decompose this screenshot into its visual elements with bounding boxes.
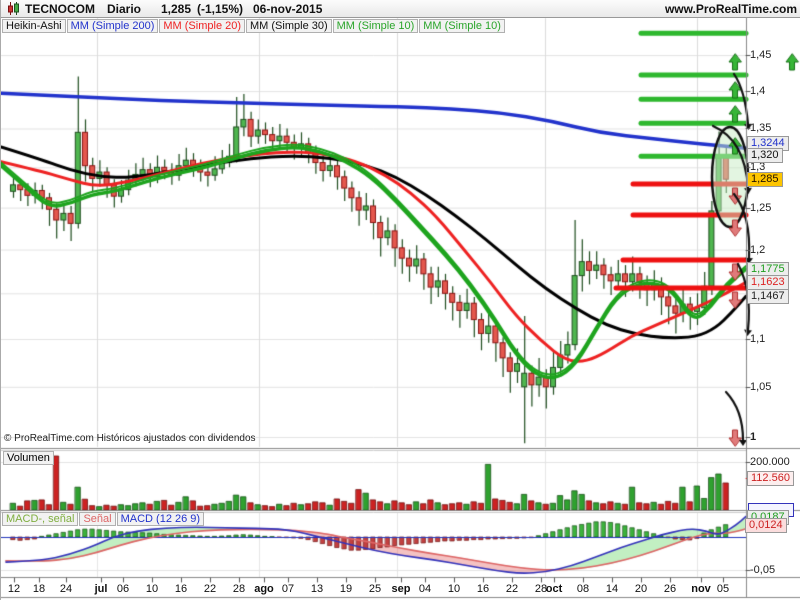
symbol-name: TECNOCOM <box>25 2 95 16</box>
title-bar: TECNOCOM Diario 1,285 (-1,15%) 06-nov-20… <box>1 0 800 18</box>
time-axis-label: 19 <box>339 583 353 595</box>
time-axis-label: 10 <box>145 583 159 595</box>
time-axis-label: 13 <box>310 583 324 595</box>
volume-axis-label: 200.000 <box>750 456 790 468</box>
price-axis-label: 1,4 <box>750 85 766 97</box>
time-axis-label: 16 <box>476 583 490 595</box>
price-axis-label: 1,2 <box>750 244 766 256</box>
price-axis-label: 1,05 <box>750 381 772 393</box>
macd-axis-label: -0,05 <box>750 564 776 576</box>
time-axis-label: 05 <box>716 583 730 595</box>
legend-item-5[interactable]: MM (Simple 10) <box>419 19 505 33</box>
copyright-note: © ProRealTime.com Históricos ajustados c… <box>4 433 256 444</box>
time-axis-label: oct <box>545 583 563 595</box>
time-axis-label: 12 <box>7 583 21 595</box>
legend-item-0[interactable]: Heikin-Ashi <box>2 19 66 33</box>
price-axis-label: 1,35 <box>750 122 772 134</box>
time-axis-label: 28 <box>232 583 246 595</box>
time-axis-label: 22 <box>505 583 519 595</box>
legend-item-1[interactable]: MM (Simple 200) <box>66 19 159 33</box>
time-axis-label: 06 <box>116 583 130 595</box>
time-axis-label: 18 <box>32 583 46 595</box>
price-axis-label: 1,45 <box>750 49 772 61</box>
price-axis-value-box: 1,320 <box>747 148 783 163</box>
time-axis-label: 20 <box>634 583 648 595</box>
macd-legend-item-0[interactable]: MACD-, señal <box>2 512 79 526</box>
price-axis-label: 1,3 <box>750 161 766 173</box>
time-axis-label: 14 <box>605 583 619 595</box>
candlestick-icon <box>7 2 21 18</box>
time-axis-label: 07 <box>281 583 295 595</box>
macd-legend-item-2[interactable]: MACD (12 26 9) <box>116 512 205 526</box>
price-change: (-1,15%) <box>197 2 244 16</box>
timeframe[interactable]: Diario <box>107 2 142 16</box>
volume-last-value-box: 112.560 <box>747 471 794 486</box>
last-date: 06-nov-2015 <box>253 2 323 16</box>
macd-legend: MACD-, señal Señal MACD (12 26 9) <box>2 512 205 526</box>
time-axis-label: ago <box>254 583 274 595</box>
time-axis-label: 04 <box>418 583 432 595</box>
prorealtime-url[interactable]: www.ProRealTime.com <box>664 2 797 16</box>
time-axis-label: 28 <box>534 583 548 595</box>
price-axis-label: 1 <box>750 431 757 443</box>
macd-legend-item-1[interactable]: Señal <box>79 512 116 526</box>
price-axis-value-box: 1,1467 <box>747 289 789 304</box>
time-axis-label: 08 <box>576 583 590 595</box>
last-price: 1,285 <box>161 2 192 16</box>
time-axis-label: jul <box>94 583 108 595</box>
legend-item-3[interactable]: MM (Simple 30) <box>246 19 332 33</box>
price-axis-label: 1,25 <box>750 202 772 214</box>
macd-signal-value-box: 0,0124 <box>745 518 787 533</box>
price-axis-value-box: 1,1623 <box>747 275 789 290</box>
time-axis-label: 16 <box>174 583 188 595</box>
time-axis-label: 10 <box>447 583 461 595</box>
time-axis-label: 22 <box>203 583 217 595</box>
time-axis-label: 25 <box>368 583 382 595</box>
time-axis-label: 24 <box>59 583 73 595</box>
time-axis-label: 26 <box>663 583 677 595</box>
main-indicator-legend: Heikin-Ashi MM (Simple 200) MM (Simple 20)… <box>2 19 506 33</box>
time-axis-label: sep <box>391 583 411 595</box>
price-axis-value-box: 1,285 <box>747 172 783 187</box>
volume-legend[interactable]: Volumen <box>3 451 54 465</box>
legend-item-2[interactable]: MM (Simple 20) <box>159 19 246 33</box>
legend-item-4[interactable]: MM (Simple 10) <box>332 19 419 33</box>
price-axis-label: 1,1 <box>750 333 766 345</box>
time-axis-label: nov <box>691 583 711 595</box>
